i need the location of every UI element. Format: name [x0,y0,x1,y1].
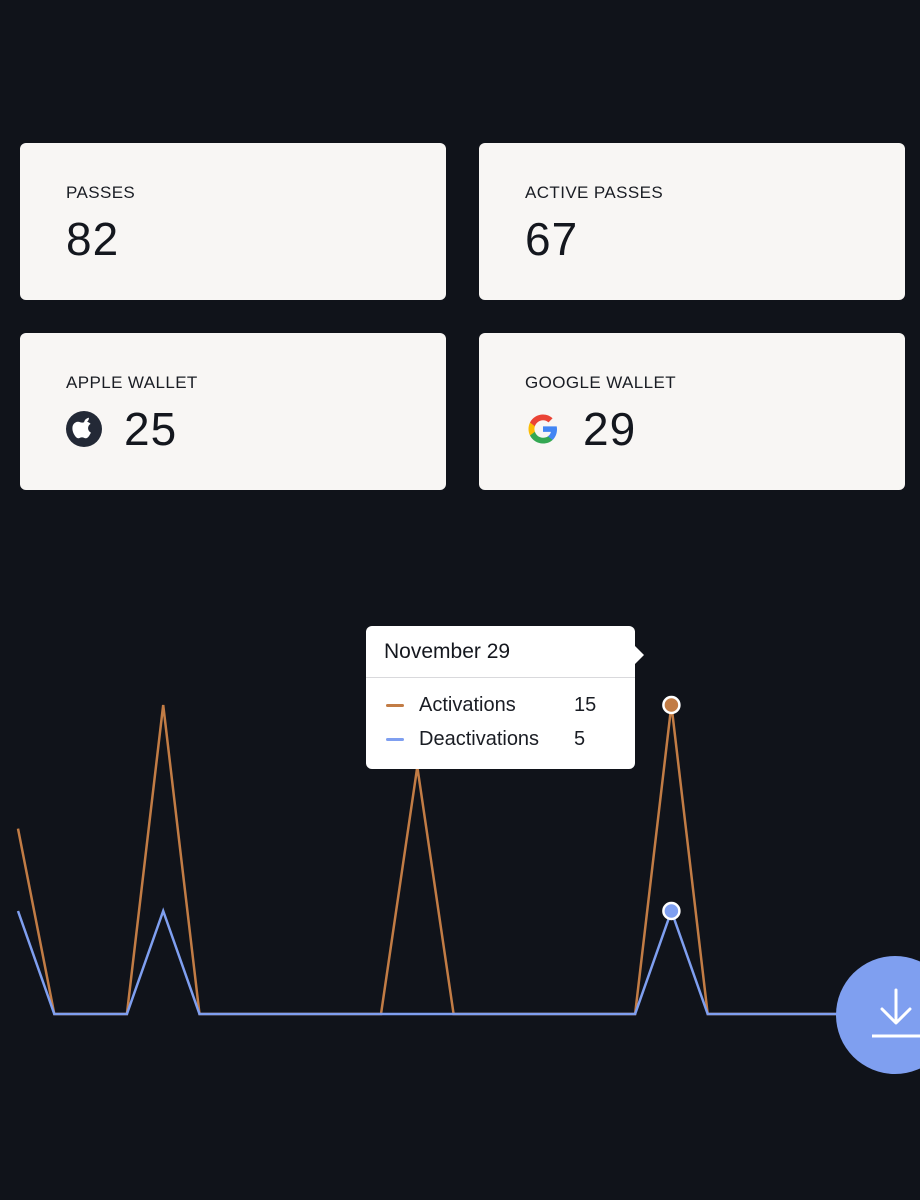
google-wallet-row: 29 [525,403,905,455]
google-icon [525,411,561,447]
deactivations-series-line [16,907,900,1016]
apple-wallet-label: APPLE WALLET [66,373,198,392]
google-wallet-label: GOOGLE WALLET [525,373,676,392]
tooltip-rows: Activations 15 Deactivations 5 [366,678,635,756]
google-wallet-card: GOOGLE WALLET 29 [479,333,905,490]
tooltip-date: November 29 [366,626,635,678]
tooltip-label-activations: Activations [419,694,516,716]
tooltip-label-deactivations: Deactivations [419,728,540,750]
passes-card: PASSES 82 [20,143,446,300]
active-passes-label: ACTIVE PASSES [525,183,664,202]
deactivations-legend-swatch [386,738,404,741]
chart-series-group [16,704,900,1016]
download-icon [872,988,920,1038]
apple-wallet-value: 25 [124,403,178,455]
chart-highlight-points [662,695,681,921]
chart-tooltip: November 29 Activations 15 Deactivations… [366,626,644,769]
passes-row: 82 [66,213,446,265]
active-passes-card: ACTIVE PASSES 67 [479,143,905,300]
activations-legend-swatch [386,704,404,707]
tooltip-value-deactivations: 5 [574,728,586,750]
passes-label: PASSES [66,183,136,202]
tooltip-row-activations: Activations 15 [366,688,635,722]
active-passes-value: 67 [525,213,579,265]
deactivations-highlight-point[interactable] [662,901,681,921]
apple-wallet-card: APPLE WALLET 25 [20,333,446,490]
tooltip-arrow [635,646,644,664]
tooltip-row-deactivations: Deactivations 5 [366,722,635,756]
apple-wallet-row: 25 [66,403,446,455]
passes-value: 82 [66,213,120,265]
tooltip-value-activations: 15 [574,694,597,716]
activations-highlight-point[interactable] [662,695,681,715]
active-passes-row: 67 [525,213,905,265]
google-wallet-value: 29 [583,403,637,455]
apple-icon [66,411,102,447]
